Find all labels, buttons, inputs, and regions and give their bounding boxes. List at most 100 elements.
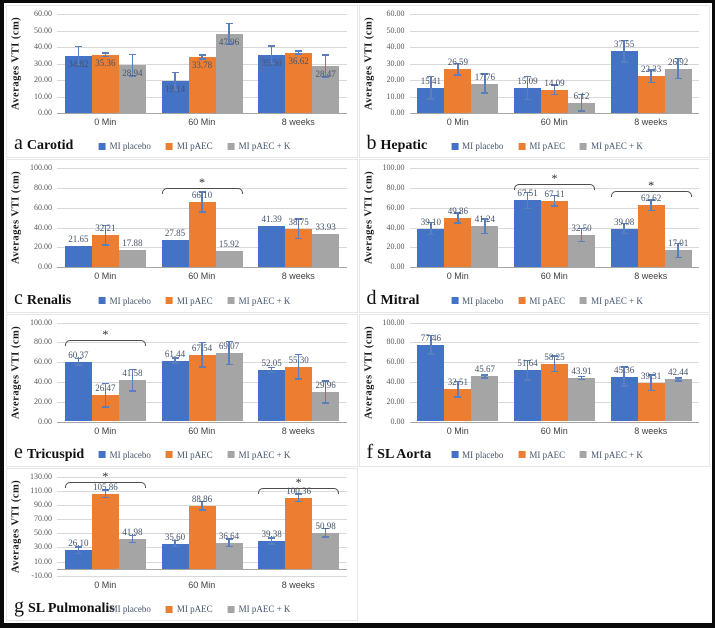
error-bar-cap: [551, 194, 558, 197]
error-bar: [484, 74, 486, 94]
error-bar-cap: [225, 538, 233, 540]
legend-swatch: [165, 297, 173, 304]
error-bar: [623, 223, 625, 234]
error-bar-cap: [454, 380, 462, 383]
y-tick-label: 50.00: [386, 25, 405, 35]
bar-mi-paec-k: [664, 250, 692, 268]
data-label: 39.38: [261, 528, 282, 539]
data-label: 17.01: [668, 238, 689, 249]
panel-title: Mitral: [380, 292, 420, 308]
data-label: 15.41: [420, 75, 441, 86]
data-label: 47.96: [218, 36, 240, 47]
error-bar-cap: [295, 500, 303, 503]
y-tick-label: 40.00: [34, 376, 52, 386]
error-bar: [174, 72, 176, 91]
legend-label: MI placebo: [462, 295, 504, 306]
error-bar-cap: [171, 89, 179, 91]
plot-area: 34.82 35.36 28.94 19.14 33.78 47.96 35.30 36.62…: [57, 14, 347, 114]
legend-label: MI placebo: [109, 604, 151, 614]
legend-swatch: [165, 605, 173, 613]
y-tick-label: 130.00: [30, 471, 52, 481]
y-tick-label: 60.00: [34, 357, 52, 367]
error-bar-cap: [481, 374, 489, 376]
error-bar: [677, 377, 679, 382]
y-tick-label: 40.00: [34, 42, 52, 51]
y-tick-label: 20.00: [34, 242, 52, 252]
significance-star: *: [199, 175, 205, 190]
legend-swatch: [580, 297, 588, 304]
x-axis-line: [57, 568, 347, 570]
y-tick-label: 40.00: [34, 222, 52, 232]
error-bar-cap: [647, 374, 655, 376]
error-bar-cap: [427, 353, 435, 355]
data-label: 15.92: [218, 239, 240, 250]
bar-mi-placebo: [514, 200, 541, 268]
error-bar-cap: [295, 353, 303, 356]
error-bar-cap: [128, 541, 136, 544]
error-bar: [297, 51, 300, 54]
legend-label: MI placebo: [462, 449, 504, 460]
error-bar-cap: [198, 210, 206, 213]
chart-grid: Averages VTI (cm) 0.00 10.00 20.00 30.00 40.0…: [6, 5, 710, 621]
data-label: 100.36: [286, 485, 312, 496]
gridline: [57, 490, 347, 492]
error-bar: [553, 84, 556, 95]
data-label: 33.93: [315, 221, 336, 232]
gridline: [57, 47, 347, 48]
error-bar: [484, 374, 486, 378]
legend-item: MI pAEC + K: [580, 450, 643, 460]
y-tick-label: 20.00: [34, 75, 52, 84]
error-bar: [526, 76, 529, 100]
data-label: 69.07: [218, 341, 240, 352]
significance-bracket: [258, 488, 340, 495]
error-bar-cap: [454, 74, 462, 76]
data-label: 32.51: [447, 377, 468, 388]
data-label: 66.10: [191, 189, 213, 200]
error-bar-cap: [427, 97, 435, 100]
error-bar-cap: [198, 341, 206, 344]
chart-panel-f: Averages VTI (cm) 0.00 20.00 40.00 60.00 80.0…: [358, 313, 710, 467]
legend: MI placebo MI pAEC MI pAEC + K: [98, 141, 306, 151]
error-bar-cap: [101, 224, 109, 227]
y-tick-label: 30.00: [34, 58, 52, 68]
data-label: 6.12: [573, 90, 590, 101]
panel-letter: g: [14, 595, 24, 617]
legend-label: MI pAEC + K: [591, 295, 643, 306]
y-tick-label: 10.00: [386, 91, 405, 101]
error-bar-cap: [268, 45, 276, 47]
data-label: 36.62: [288, 55, 309, 66]
panel-letter: d: [366, 286, 377, 309]
x-axis-line: [409, 267, 699, 269]
bar-mi-paec: [188, 57, 216, 113]
legend-label: MI pAEC + K: [591, 449, 643, 460]
gridline: [57, 575, 347, 577]
x-axis-line: [57, 421, 347, 423]
data-label: 22.33: [641, 64, 662, 75]
error-bar: [201, 342, 203, 367]
legend-label: MI pAEC + K: [238, 449, 291, 460]
bar-mi-paec-k: [215, 251, 243, 268]
data-label: 39.08: [614, 216, 635, 227]
category-axis: 0 Min 60 Min 8 weeks: [410, 271, 700, 281]
chart-panel-g: Averages VTI (cm) -10.00 10.00 30.00 50.00 70…: [6, 467, 358, 621]
error-bar-cap: [74, 63, 82, 66]
error-bar-cap: [128, 390, 136, 393]
error-bar-cap: [674, 380, 682, 382]
chart-panel-e: Averages VTI (cm) 0.00 20.00 40.00 60.00 80.0…: [6, 313, 358, 467]
error-bar-cap: [295, 218, 303, 220]
legend-item: MI placebo: [98, 296, 151, 306]
error-bar-cap: [322, 380, 330, 382]
category-label: 60 Min: [540, 425, 568, 436]
error-bar-cap: [427, 221, 435, 224]
error-bar-cap: [268, 536, 276, 539]
legend-swatch: [98, 451, 106, 459]
category-label: 8 weeks: [281, 271, 315, 282]
error-bar-cap: [481, 73, 489, 75]
error-bar-cap: [427, 75, 435, 78]
bar-mi-paec: [285, 52, 313, 113]
legend-label: MI pAEC: [176, 295, 213, 306]
gridline: [409, 342, 699, 344]
legend-label: MI placebo: [462, 141, 504, 152]
data-label: 45.67: [474, 364, 495, 375]
legend: MI placebo MI pAEC MI pAEC + K: [98, 295, 306, 306]
